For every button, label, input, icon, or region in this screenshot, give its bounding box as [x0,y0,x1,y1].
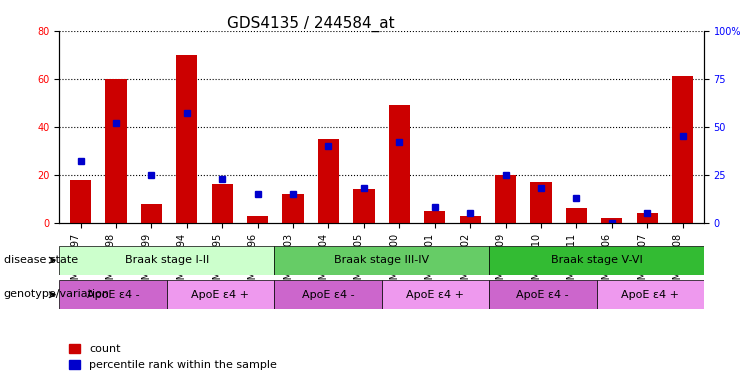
Bar [424,211,445,223]
Bar [389,105,410,223]
FancyBboxPatch shape [382,280,489,309]
Text: ApoE ε4 +: ApoE ε4 + [406,290,465,300]
Text: ApoE ε4 -: ApoE ε4 - [302,290,354,300]
FancyBboxPatch shape [489,280,597,309]
Bar [459,215,481,223]
Bar [637,213,658,223]
Text: Braak stage III-IV: Braak stage III-IV [334,255,429,265]
FancyBboxPatch shape [167,280,274,309]
Text: genotype/variation: genotype/variation [4,289,110,299]
Text: ApoE ε4 +: ApoE ε4 + [191,290,250,300]
Bar [105,79,127,223]
FancyBboxPatch shape [274,246,489,275]
Bar [601,218,622,223]
Bar [566,208,587,223]
Legend: count, percentile rank within the sample: count, percentile rank within the sample [64,340,282,375]
Bar [212,184,233,223]
Text: Braak stage V-VI: Braak stage V-VI [551,255,642,265]
Bar [70,180,91,223]
FancyBboxPatch shape [59,280,167,309]
Text: GDS4135 / 244584_at: GDS4135 / 244584_at [227,15,395,31]
FancyBboxPatch shape [274,280,382,309]
FancyBboxPatch shape [489,246,704,275]
Bar [353,189,374,223]
Text: ApoE ε4 +: ApoE ε4 + [621,290,679,300]
Bar [176,55,197,223]
FancyBboxPatch shape [597,280,704,309]
Bar [318,139,339,223]
Bar [247,215,268,223]
Bar [141,204,162,223]
Bar [282,194,304,223]
Bar [495,175,516,223]
Text: ApoE ε4 -: ApoE ε4 - [516,290,569,300]
Text: disease state: disease state [4,255,78,265]
Text: ApoE ε4 -: ApoE ε4 - [87,290,139,300]
Bar [672,76,694,223]
Text: Braak stage I-II: Braak stage I-II [124,255,209,265]
FancyBboxPatch shape [59,246,274,275]
Bar [531,182,551,223]
